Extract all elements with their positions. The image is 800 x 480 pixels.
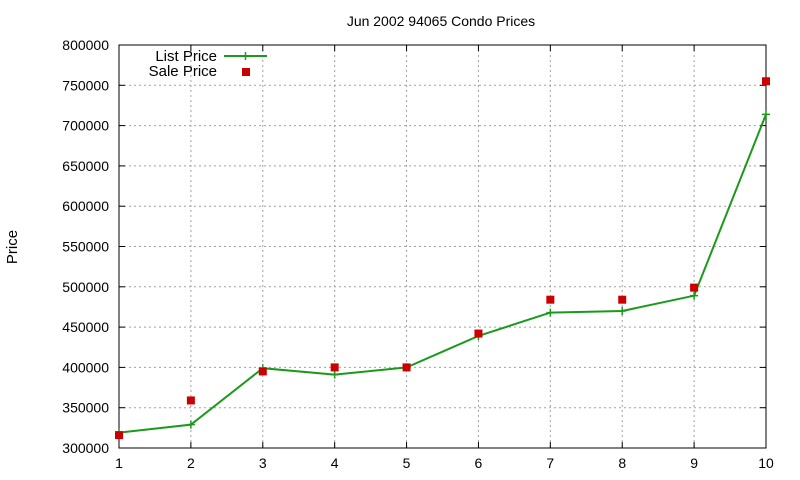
y-axis-title: Price [4, 230, 21, 264]
x-tick-label: 7 [546, 455, 554, 471]
list-price-point [762, 110, 770, 119]
list-price-point [186, 420, 195, 429]
legend-plus-glyph [241, 52, 250, 60]
y-tick-label: 400000 [62, 359, 109, 375]
y-tick-label: 550000 [62, 239, 109, 255]
y-tick-label: 300000 [62, 440, 109, 456]
chart-title: Jun 2002 94065 Condo Prices [347, 13, 535, 29]
grid-lines [119, 45, 766, 448]
x-tick-label: 1 [115, 455, 123, 471]
legend-marker-list-price [241, 52, 250, 60]
series-line-list-price [118, 113, 767, 434]
sale-price-point [402, 363, 411, 372]
x-tick-label: 2 [187, 455, 195, 471]
legend-label-sale-price: Sale Price [149, 63, 217, 80]
series-layer [115, 77, 770, 440]
y-tick-label: 650000 [62, 158, 109, 174]
sale-price-point [474, 329, 483, 338]
list-price-point [618, 306, 627, 315]
y-tick-label: 450000 [62, 319, 109, 335]
legend-label-list-price: List Price [155, 48, 217, 65]
y-tick-label: 750000 [62, 77, 109, 93]
y-tick-label: 700000 [62, 118, 109, 134]
x-tick-label: 6 [475, 455, 483, 471]
sale-price-point [258, 367, 267, 376]
list-price-point [690, 291, 699, 300]
sale-price-point [330, 363, 339, 372]
x-tick-label: 10 [758, 455, 774, 471]
y-tick-label: 600000 [62, 198, 109, 214]
axis-ticks: 1 2 3 4 5 6 7 8 9 10 300000 350000 400000 450000 50000… [62, 37, 774, 471]
sale-price-point [618, 295, 627, 304]
list-price-point [546, 308, 555, 317]
sale-price-point [115, 431, 123, 440]
sale-price-point [690, 283, 699, 292]
x-tick-label: 3 [259, 455, 267, 471]
legend-marker-sale-price [242, 68, 250, 76]
y-tick-label: 350000 [62, 400, 109, 416]
plot-frame [118, 44, 767, 449]
x-tick-label: 4 [331, 455, 339, 471]
list-price-point [330, 370, 339, 379]
legend: List Price Sale Price [149, 48, 267, 80]
y-tick-label: 800000 [62, 37, 109, 53]
x-tick-label: 8 [618, 455, 626, 471]
x-tick-label: 9 [690, 455, 698, 471]
sale-price-point [762, 77, 770, 86]
y-tick-label: 500000 [62, 279, 109, 295]
x-tick-label: 5 [403, 455, 411, 471]
sale-price-point [546, 295, 555, 304]
sale-price-point [186, 396, 195, 405]
